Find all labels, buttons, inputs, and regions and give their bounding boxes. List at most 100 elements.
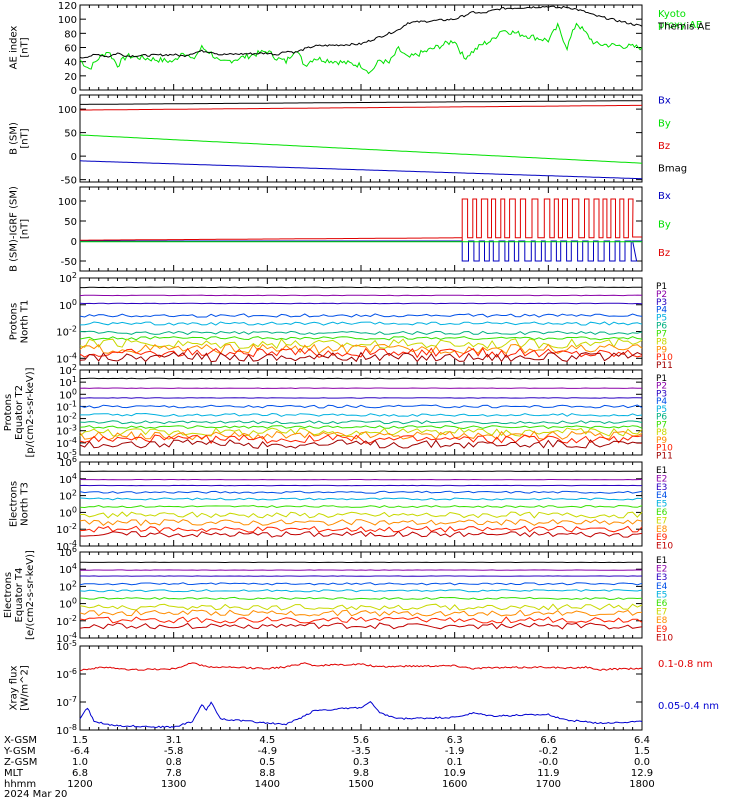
orbit-row-value: 1800 bbox=[629, 779, 654, 790]
series-line-p3 bbox=[80, 397, 643, 399]
orbit-row-value: 10.9 bbox=[444, 768, 466, 779]
y-tick-label: 20 bbox=[64, 72, 77, 83]
y-axis-label: Electrons bbox=[3, 572, 14, 618]
orbit-row-value: 11.9 bbox=[537, 768, 559, 779]
legend-label: Bz bbox=[658, 141, 670, 152]
y-tick-label: 10-2 bbox=[56, 325, 77, 339]
series-line-p4 bbox=[79, 404, 643, 409]
series-line-kyoto-proxy-ae bbox=[79, 22, 643, 75]
series-line-p5 bbox=[79, 321, 643, 326]
series-line-e5 bbox=[79, 589, 643, 593]
legend-label: P7 bbox=[656, 329, 667, 339]
orbit-row-value: 1300 bbox=[161, 779, 186, 790]
series-line-e7 bbox=[79, 603, 643, 611]
y-tick-label: 100 bbox=[58, 105, 77, 116]
legend-label: E9 bbox=[656, 625, 668, 635]
y-tick-label: 102 bbox=[59, 579, 77, 593]
legend-label: E1 bbox=[656, 466, 667, 476]
series-line-p11 bbox=[79, 439, 642, 449]
series-line-e9 bbox=[79, 525, 643, 533]
series-line-e5 bbox=[79, 497, 643, 501]
y-axis-label: B (SM)-IGRF (SM) bbox=[9, 186, 20, 272]
legend-label: P6 bbox=[656, 322, 667, 332]
orbit-row-value: 0.3 bbox=[353, 757, 369, 768]
y-tick-label: 10-2 bbox=[56, 614, 77, 628]
y-tick-label: 101 bbox=[59, 375, 77, 389]
legend-label: P3 bbox=[656, 389, 667, 399]
y-axis-label: Protons bbox=[3, 394, 14, 431]
series-line-e10 bbox=[79, 622, 643, 630]
legend-label: P11 bbox=[656, 361, 673, 371]
orbit-row-value: 1600 bbox=[442, 779, 467, 790]
y-axis-label: [W/m^2] bbox=[20, 665, 31, 711]
y-tick-label: 100 bbox=[58, 197, 77, 208]
legend-label: P5 bbox=[656, 405, 667, 415]
series-line-p6 bbox=[79, 330, 643, 335]
y-axis-label: [e/(cm2-s-sr-keV)] bbox=[25, 550, 36, 640]
legend-label: By bbox=[658, 118, 671, 129]
legend-label: Bx bbox=[658, 191, 671, 202]
orbit-row-value: 0.1 bbox=[447, 757, 463, 768]
series-line-by bbox=[79, 134, 643, 164]
orbit-row-value: 1400 bbox=[255, 779, 280, 790]
y-axis-label: North T3 bbox=[20, 482, 31, 526]
y-tick-label: 10-7 bbox=[56, 695, 77, 709]
legend-label: E1 bbox=[656, 556, 667, 566]
legend-label: P3 bbox=[656, 298, 667, 308]
y-tick-label: 100 bbox=[59, 505, 77, 519]
orbit-row-value: 0.0 bbox=[634, 757, 650, 768]
legend-label: P8 bbox=[656, 428, 667, 438]
legend-label: P1 bbox=[656, 282, 667, 292]
y-axis-label: North T1 bbox=[20, 300, 31, 344]
legend-label: E5 bbox=[656, 500, 667, 510]
y-tick-label: 106 bbox=[59, 545, 77, 559]
series-line-p7 bbox=[79, 336, 643, 341]
legend-label: E2 bbox=[656, 474, 667, 484]
legend-label: P11 bbox=[656, 451, 673, 461]
legend-label: E6 bbox=[656, 599, 668, 609]
series-line-e9 bbox=[79, 616, 643, 624]
y-tick-label: 100 bbox=[59, 298, 77, 312]
series-line-e6 bbox=[79, 596, 643, 601]
orbit-row-value: -1.9 bbox=[445, 746, 465, 757]
y-tick-label: 100 bbox=[59, 387, 77, 401]
y-tick-label: 10-1 bbox=[56, 399, 77, 413]
series-line-p10 bbox=[79, 434, 643, 445]
series-line-p9 bbox=[79, 430, 643, 441]
y-tick-label: 10-4 bbox=[56, 436, 77, 450]
legend-label: E8 bbox=[656, 525, 668, 535]
orbit-row-value: 1.5 bbox=[72, 735, 88, 746]
legend-label: P9 bbox=[656, 436, 667, 446]
orbit-row-label: X-GSM bbox=[4, 735, 37, 746]
orbit-row-value: -5.8 bbox=[164, 746, 184, 757]
series-line-p1 bbox=[80, 286, 643, 289]
orbit-row-value: -3.5 bbox=[351, 746, 371, 757]
y-axis-label: [nT] bbox=[20, 37, 31, 57]
series-line-themis-ae bbox=[79, 5, 643, 59]
series-line-e4 bbox=[79, 490, 643, 494]
y-tick-label: -50 bbox=[61, 257, 77, 268]
legend-label: P4 bbox=[656, 306, 667, 316]
y-tick-label: -50 bbox=[61, 176, 77, 187]
date-label: 2024 Mar 20 bbox=[4, 789, 67, 800]
y-tick-label: 120 bbox=[58, 1, 77, 12]
legend-label: P9 bbox=[656, 345, 667, 355]
y-tick-label: 10-6 bbox=[56, 667, 77, 681]
orbit-row-value: -0.0 bbox=[539, 757, 559, 768]
y-tick-label: 102 bbox=[59, 489, 77, 503]
series-line-p6 bbox=[79, 420, 643, 425]
y-tick-label: 40 bbox=[64, 58, 77, 69]
y-axis-label: Xray flux bbox=[9, 666, 20, 711]
y-axis-label: [p/(cm2-s-sr-keV)] bbox=[25, 367, 36, 457]
y-tick-label: 10-4 bbox=[56, 351, 77, 365]
legend-label: E4 bbox=[656, 491, 668, 501]
y-tick-label: 10-5 bbox=[56, 448, 77, 462]
legend-label: E2 bbox=[656, 565, 667, 575]
legend-label: P1 bbox=[656, 374, 667, 384]
orbit-row-value: 0.5 bbox=[259, 757, 275, 768]
series-line-bx bbox=[79, 160, 643, 180]
y-tick-label: 10-2 bbox=[56, 522, 77, 536]
orbit-row-value: -6.4 bbox=[70, 746, 90, 757]
y-axis-label: Equator T2 bbox=[14, 385, 25, 440]
